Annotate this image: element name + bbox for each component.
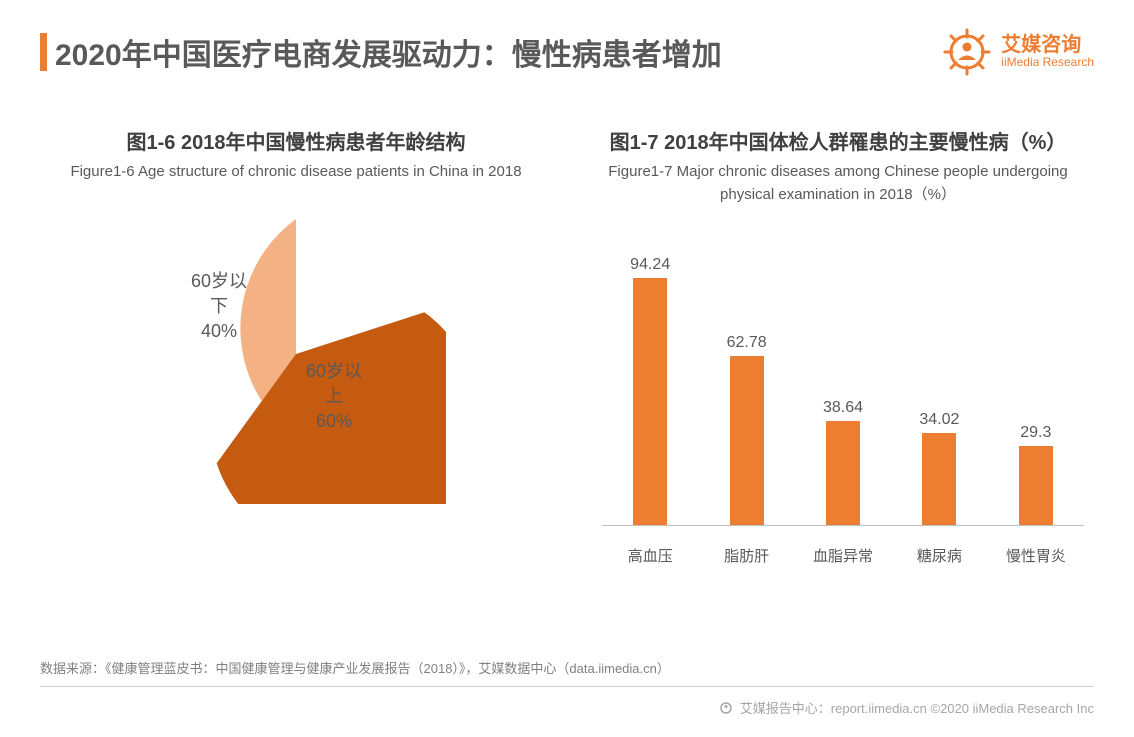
- gear-icon: [718, 700, 734, 716]
- bar-title-en: Figure1-7 Major chronic diseases among C…: [582, 161, 1094, 206]
- bar-category-label: 糖尿病: [891, 545, 987, 566]
- charts-row: 图1-6 2018年中国慢性病患者年龄结构 Figure1-6 Age stru…: [0, 76, 1134, 566]
- pie-label-1-l2: 上: [306, 384, 362, 409]
- bar-category-label: 慢性胃炎: [988, 545, 1084, 566]
- pie-label-1-l1: 60岁以: [306, 359, 362, 384]
- pie-label-0-l2: 下: [191, 294, 247, 319]
- bar-col: 38.64: [795, 256, 891, 525]
- bar-x-labels: 高血压脂肪肝血脂异常糖尿病慢性胃炎: [602, 545, 1084, 566]
- bar-rect: [730, 356, 764, 526]
- bar-rect: [633, 278, 667, 525]
- bar-rect: [1019, 446, 1053, 525]
- logo-name-en: iiMedia Research: [1001, 56, 1094, 69]
- header: 2020年中国医疗电商发展驱动力：慢性病患者增加 艾媒咨询: [0, 0, 1134, 76]
- bar-category-label: 高血压: [602, 545, 698, 566]
- pie-svg: [146, 204, 446, 504]
- bar-title-cn: 图1-7 2018年中国体检人群罹患的主要慢性病（%）: [582, 126, 1094, 155]
- pie-slice-label-over60: 60岁以 上 60%: [306, 359, 362, 435]
- bar-col: 29.3: [988, 256, 1084, 525]
- pie-wrap: 60岁以 下 40% 60岁以 上 60%: [146, 204, 446, 504]
- bar-value-label: 34.02: [919, 411, 959, 429]
- pie-slice-label-under60: 60岁以 下 40%: [191, 269, 247, 345]
- title-block: 2020年中国医疗电商发展驱动力：慢性病患者增加: [40, 30, 722, 74]
- brand-logo: 艾媒咨询 iiMedia Research: [943, 28, 1094, 76]
- logo-text: 艾媒咨询 iiMedia Research: [1001, 34, 1094, 69]
- pie-label-0-pct: 40%: [191, 319, 247, 344]
- bar-rect: [826, 421, 860, 525]
- data-source: 数据来源：《健康管理蓝皮书：中国健康管理与健康产业发展报告（2018）》，艾媒数…: [40, 658, 670, 677]
- gear-person-icon: [943, 28, 991, 76]
- bar-col: 62.78: [698, 256, 794, 525]
- footer-watermark: 艾媒报告中心：report.iimedia.cn ©2020 iiMedia R…: [718, 698, 1094, 717]
- pie-title-en: Figure1-6 Age structure of chronic disea…: [40, 161, 552, 184]
- bar-chart-box: 图1-7 2018年中国体检人群罹患的主要慢性病（%） Figure1-7 Ma…: [582, 126, 1094, 566]
- logo-name-cn: 艾媒咨询: [1001, 34, 1094, 56]
- bar-category-label: 血脂异常: [795, 545, 891, 566]
- bar-value-label: 94.24: [630, 256, 670, 274]
- title-accent-bar: [40, 33, 47, 71]
- pie-label-1-pct: 60%: [306, 409, 362, 434]
- bar-rect: [922, 433, 956, 525]
- bar-category-label: 脂肪肝: [698, 545, 794, 566]
- bars-area: 94.24 62.78 38.64 34.02 29.3: [602, 256, 1084, 526]
- bar-wrap: 94.24 62.78 38.64 34.02 29.3 高血压脂肪肝血脂异常糖尿病慢性…: [582, 226, 1094, 566]
- pie-label-0-l1: 60岁以: [191, 269, 247, 294]
- bar-col: 34.02: [891, 256, 987, 525]
- bar-value-label: 29.3: [1020, 424, 1051, 442]
- page-title: 2020年中国医疗电商发展驱动力：慢性病患者增加: [55, 30, 722, 74]
- bar-value-label: 62.78: [727, 334, 767, 352]
- bar-value-label: 38.64: [823, 399, 863, 417]
- pie-chart-box: 图1-6 2018年中国慢性病患者年龄结构 Figure1-6 Age stru…: [40, 126, 552, 566]
- footer-text: 艾媒报告中心：report.iimedia.cn ©2020 iiMedia R…: [740, 698, 1094, 717]
- pie-title-cn: 图1-6 2018年中国慢性病患者年龄结构: [40, 126, 552, 155]
- divider-line: [40, 686, 1094, 687]
- bar-col: 94.24: [602, 256, 698, 525]
